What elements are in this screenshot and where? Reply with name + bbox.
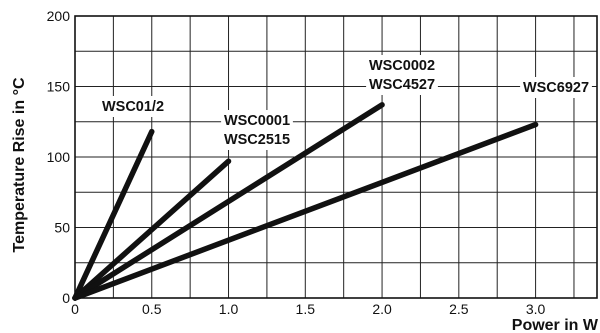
series-label-background bbox=[520, 77, 592, 98]
y-tick-label: 0 bbox=[62, 290, 70, 306]
y-tick-label: 150 bbox=[47, 79, 71, 95]
series-label-text: WSC6927 bbox=[523, 80, 589, 96]
series-label-2: WSC0001 WSC2515 bbox=[221, 110, 293, 150]
x-tick-label: 2.0 bbox=[372, 301, 392, 317]
series-label-text: WSC2515 bbox=[224, 132, 290, 148]
grid bbox=[75, 16, 597, 298]
series-line-2 bbox=[72, 158, 232, 301]
y-tick-label: 200 bbox=[47, 8, 71, 24]
tick-labels: 0 0.5 1.0 1.5 2.0 2.5 3.0 0 50 100 150 200 bbox=[47, 8, 546, 317]
x-axis-title: Power in W bbox=[512, 317, 599, 333]
series-label-1: WSC01/2 bbox=[97, 96, 169, 117]
series-label-text: WSC0001 bbox=[224, 113, 290, 129]
series-label-text: WSC4527 bbox=[369, 77, 435, 93]
series-label-background bbox=[221, 110, 293, 150]
series-label-4: WSC6927 bbox=[520, 77, 592, 98]
x-tick-label: 2.5 bbox=[449, 301, 469, 317]
series-line-4 bbox=[72, 121, 539, 301]
x-tick-label: 0 bbox=[71, 301, 79, 317]
series-labels: WSC01/2 WSC0001 WSC2515 WSC0002 WSC4527 WSC69… bbox=[97, 55, 592, 150]
plot-frame bbox=[74, 15, 598, 299]
series-label-background bbox=[366, 55, 438, 95]
y-tick-label: 100 bbox=[47, 149, 71, 165]
y-tick-label: 50 bbox=[54, 220, 70, 236]
x-tick-label: 3.0 bbox=[526, 301, 546, 317]
series-label-3: WSC0002 WSC4527 bbox=[366, 55, 438, 95]
series-line-3 bbox=[72, 102, 385, 301]
series-line-1 bbox=[72, 128, 155, 301]
series-label-text: WSC01/2 bbox=[102, 99, 164, 115]
series-lines bbox=[72, 102, 539, 301]
series-label-background bbox=[97, 96, 169, 117]
series-label-text: WSC0002 bbox=[369, 58, 435, 74]
x-tick-label: 1.0 bbox=[219, 301, 239, 317]
x-tick-label: 0.5 bbox=[142, 301, 162, 317]
y-axis-title: Temperature Rise in °C bbox=[11, 77, 28, 252]
x-tick-label: 1.5 bbox=[296, 301, 316, 317]
